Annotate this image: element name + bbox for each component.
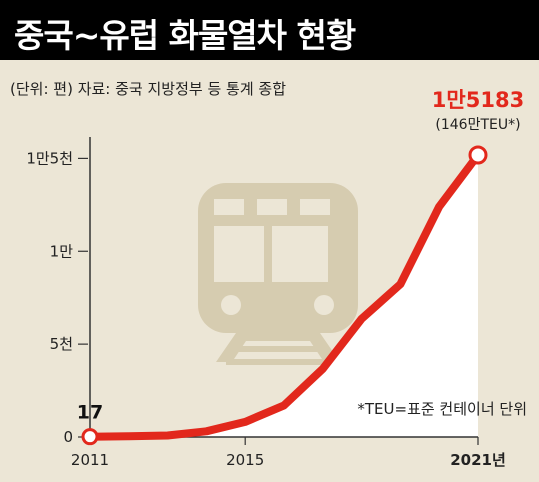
unit-and-source: (단위: 편) 자료: 중국 지방정부 등 통계 종합 [10, 80, 286, 98]
title-bar: 중국~유럽 화물열차 현황 [0, 0, 539, 60]
footnote: *TEU=표준 컨테이너 단위 [357, 400, 527, 418]
x-tick-label: 2011 [71, 451, 109, 469]
chart-title: 중국~유럽 화물열차 현황 [14, 16, 356, 55]
x-tick-label: 2021년 [450, 451, 506, 469]
area-fill [90, 155, 478, 437]
y-tick-label: 1만 [50, 242, 74, 260]
end-value-label: 1만5183 [432, 88, 524, 112]
start-value-label: 17 [77, 402, 103, 424]
x-tick-label: 2015 [226, 451, 264, 469]
series-line [86, 151, 482, 441]
end-point-marker [468, 145, 488, 165]
y-tick-label: 5천 [50, 335, 73, 353]
y-tick-label: 1만5천 [26, 149, 73, 167]
start-point-marker [81, 428, 99, 446]
x-axis-ticks: 2011 2015 2021년 [71, 437, 506, 469]
end-value-note: (146만TEU*) [435, 117, 520, 133]
y-tick-label: 0 [63, 428, 73, 446]
train-icon [198, 183, 358, 365]
